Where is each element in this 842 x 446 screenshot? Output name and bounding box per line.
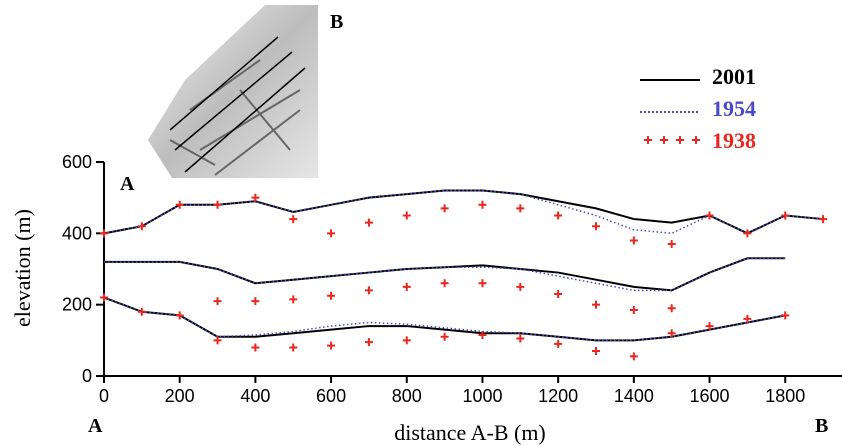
x-tick-label: 1200 bbox=[538, 386, 578, 406]
plus-marker bbox=[100, 229, 108, 237]
plus-marker bbox=[554, 212, 562, 220]
plus-marker bbox=[644, 136, 652, 144]
x-tick-label: 400 bbox=[240, 386, 270, 406]
annotation: A bbox=[88, 415, 103, 437]
x-axis-label: distance A-B (m) bbox=[394, 420, 546, 445]
y-axis-label: elevation (m) bbox=[10, 209, 35, 327]
y-tick-label: 0 bbox=[82, 366, 92, 386]
plus-marker bbox=[554, 340, 562, 348]
plus-marker bbox=[630, 352, 638, 360]
plus-marker bbox=[403, 283, 411, 291]
plus-marker bbox=[592, 222, 600, 230]
annotation: B bbox=[815, 415, 828, 437]
plus-marker bbox=[676, 136, 684, 144]
plus-marker bbox=[251, 194, 259, 202]
plus-marker bbox=[630, 236, 638, 244]
plus-marker bbox=[441, 204, 449, 212]
plus-marker bbox=[365, 338, 373, 346]
legend-label: 2001 bbox=[712, 64, 756, 89]
x-tick-label: 1600 bbox=[690, 386, 730, 406]
plus-marker bbox=[365, 286, 373, 294]
plus-marker bbox=[478, 279, 486, 287]
plus-marker bbox=[706, 212, 714, 220]
plus-marker bbox=[478, 201, 486, 209]
plus-marker bbox=[441, 279, 449, 287]
plus-marker bbox=[743, 229, 751, 237]
plus-marker bbox=[668, 304, 676, 312]
plus-marker bbox=[176, 311, 184, 319]
legend-label: 1954 bbox=[712, 96, 756, 121]
plus-marker bbox=[516, 204, 524, 212]
x-tick-label: 1800 bbox=[765, 386, 805, 406]
x-tick-label: 200 bbox=[165, 386, 195, 406]
plus-marker bbox=[516, 283, 524, 291]
profile-line bbox=[104, 191, 823, 234]
plus-marker bbox=[100, 294, 108, 302]
plus-marker bbox=[630, 306, 638, 314]
plus-marker bbox=[138, 308, 146, 316]
plus-marker bbox=[441, 333, 449, 341]
plus-marker bbox=[592, 301, 600, 309]
plus-marker bbox=[592, 347, 600, 355]
x-tick-label: 600 bbox=[316, 386, 346, 406]
y-tick-label: 400 bbox=[62, 223, 92, 243]
plus-marker bbox=[403, 212, 411, 220]
annotation: B bbox=[330, 11, 343, 33]
plus-marker bbox=[781, 311, 789, 319]
plus-marker bbox=[214, 201, 222, 209]
plus-marker bbox=[138, 222, 146, 230]
plus-marker bbox=[251, 297, 259, 305]
plus-marker bbox=[327, 229, 335, 237]
annotation: A bbox=[120, 173, 135, 195]
plus-marker bbox=[554, 290, 562, 298]
plus-marker bbox=[365, 219, 373, 227]
plus-marker bbox=[176, 201, 184, 209]
plus-marker bbox=[660, 136, 668, 144]
plus-marker bbox=[251, 343, 259, 351]
plus-marker bbox=[289, 215, 297, 223]
plus-marker bbox=[403, 336, 411, 344]
x-tick-label: 800 bbox=[392, 386, 422, 406]
x-tick-label: 0 bbox=[99, 386, 109, 406]
inset-map bbox=[148, 5, 318, 178]
y-tick-label: 600 bbox=[62, 152, 92, 172]
x-tick-label: 1400 bbox=[614, 386, 654, 406]
plus-marker bbox=[819, 215, 827, 223]
y-tick-label: 200 bbox=[62, 295, 92, 315]
plus-marker bbox=[289, 343, 297, 351]
legend-label: 1938 bbox=[712, 128, 756, 153]
plus-marker bbox=[327, 342, 335, 350]
profile-line bbox=[104, 191, 823, 234]
plus-marker bbox=[692, 136, 700, 144]
plus-marker bbox=[289, 295, 297, 303]
chart: B A A B distance A-B (m) elevation (m) 0… bbox=[0, 0, 842, 446]
plus-marker bbox=[516, 335, 524, 343]
plus-marker bbox=[214, 297, 222, 305]
x-tick-label: 1000 bbox=[462, 386, 502, 406]
plus-marker bbox=[781, 212, 789, 220]
plus-marker bbox=[327, 292, 335, 300]
plus-marker bbox=[668, 240, 676, 248]
